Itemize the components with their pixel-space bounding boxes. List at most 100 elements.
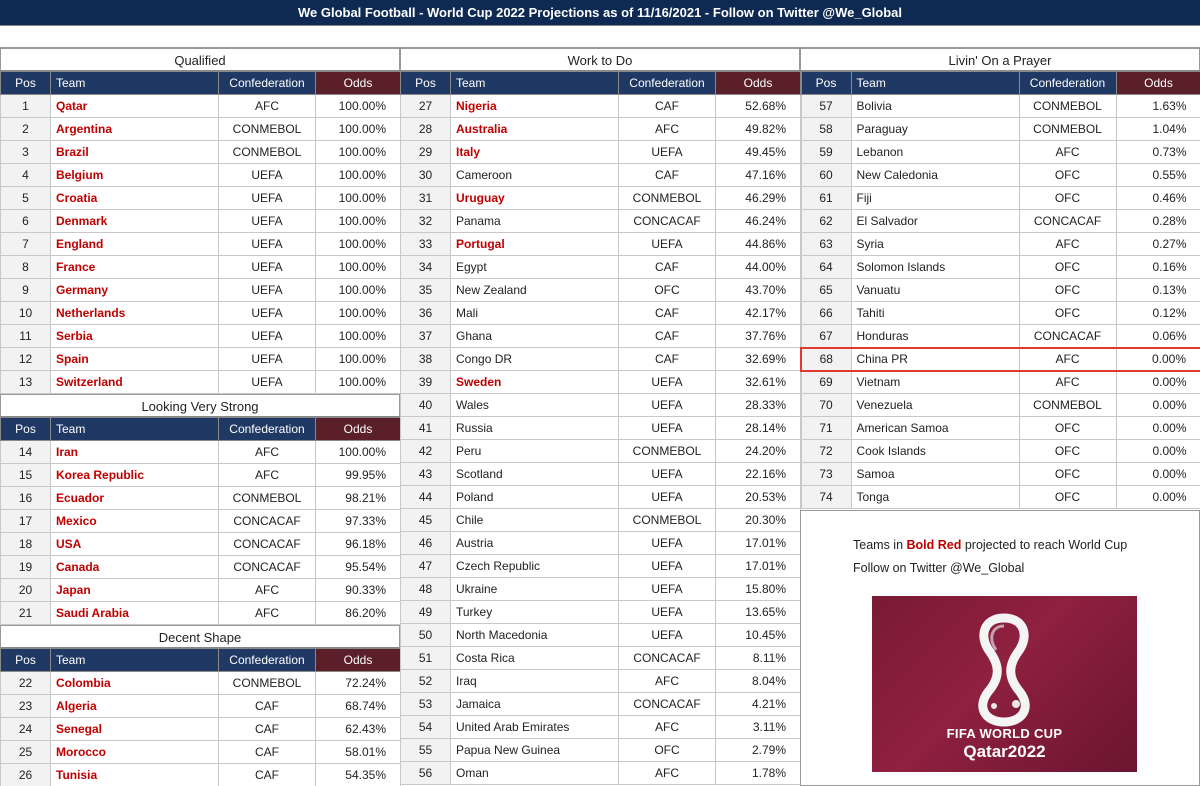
team-name-cell: Qatar <box>50 94 219 118</box>
legend-note-red: Bold Red <box>906 538 962 552</box>
confederation-cell: UEFA <box>618 577 716 601</box>
table-row: 34 Egypt CAF 44.00% <box>400 255 801 279</box>
confederation-cell: UEFA <box>618 462 716 486</box>
position-cell: 50 <box>400 623 451 647</box>
team-name-cell: El Salvador <box>850 209 1020 233</box>
section-title: Decent Shape <box>0 625 400 648</box>
table-row: 48 Ukraine UEFA 15.80% <box>400 577 801 601</box>
team-name-cell: Croatia <box>50 186 219 210</box>
confederation-cell: CONCACAF <box>1018 209 1117 233</box>
confederation-cell: UEFA <box>218 301 316 325</box>
confederation-cell: UEFA <box>618 554 716 578</box>
odds-cell: 13.65% <box>715 600 801 624</box>
odds-cell: 28.33% <box>715 393 801 417</box>
table-row: 31 Uruguay CONMEBOL 46.29% <box>400 186 801 210</box>
odds-cell: 0.46% <box>1115 186 1200 210</box>
team-name-cell: Tonga <box>850 485 1020 509</box>
header-pos: Pos <box>0 417 51 441</box>
column-right: Livin' On a Prayer Pos Team Confederation Od… <box>800 48 1200 509</box>
table-row: 73 Samoa OFC 0.00% <box>800 462 1200 486</box>
odds-cell: 46.29% <box>715 186 801 210</box>
odds-cell: 68.74% <box>315 694 401 718</box>
confederation-cell: CAF <box>218 694 316 718</box>
table-row: 19 Canada CONCACAF 95.54% <box>0 555 401 579</box>
table-row: 35 New Zealand OFC 43.70% <box>400 278 801 302</box>
table-row: 63 Syria AFC 0.27% <box>800 232 1200 256</box>
table-row: 24 Senegal CAF 62.43% <box>0 717 401 741</box>
header-odds: Odds <box>315 648 401 672</box>
team-name-cell: New Zealand <box>450 278 619 302</box>
confederation-cell: CONMEBOL <box>218 486 316 510</box>
position-cell: 2 <box>0 117 51 141</box>
standings-table: Pos Team Confederation Odds 57 Bolivia CONMEBO… <box>800 71 1200 509</box>
team-name-cell: Austria <box>450 531 619 555</box>
team-name-cell: Cameroon <box>450 163 619 187</box>
table-row: 36 Mali CAF 42.17% <box>400 301 801 325</box>
header-team: Team <box>850 71 1020 95</box>
table-row: 27 Nigeria CAF 52.68% <box>400 94 801 118</box>
odds-cell: 97.33% <box>315 509 401 533</box>
confederation-cell: AFC <box>618 715 716 739</box>
odds-cell: 49.82% <box>715 117 801 141</box>
header-odds: Odds <box>315 417 401 441</box>
section-title: Livin' On a Prayer <box>800 48 1200 71</box>
position-cell: 33 <box>400 232 451 256</box>
odds-cell: 100.00% <box>315 163 401 187</box>
table-row: 28 Australia AFC 49.82% <box>400 117 801 141</box>
position-cell: 55 <box>400 738 451 762</box>
team-name-cell: Japan <box>50 578 219 602</box>
confederation-cell: UEFA <box>218 163 316 187</box>
odds-cell: 37.76% <box>715 324 801 348</box>
position-cell: 72 <box>800 439 852 463</box>
position-cell: 57 <box>800 94 852 118</box>
confederation-cell: UEFA <box>618 416 716 440</box>
team-name-cell: Italy <box>450 140 619 164</box>
position-cell: 24 <box>0 717 51 741</box>
section-livin-on-a-prayer: Livin' On a Prayer Pos Team Confederation Od… <box>800 48 1200 509</box>
table-row: 53 Jamaica CONCACAF 4.21% <box>400 692 801 716</box>
odds-cell: 0.55% <box>1115 163 1200 187</box>
confederation-cell: CONMEBOL <box>1018 117 1117 141</box>
position-cell: 12 <box>0 347 51 371</box>
position-cell: 56 <box>400 761 451 785</box>
team-name-cell: Cook Islands <box>850 439 1020 463</box>
position-cell: 44 <box>400 485 451 509</box>
confederation-cell: CAF <box>218 763 316 786</box>
team-name-cell: Ghana <box>450 324 619 348</box>
position-cell: 26 <box>0 763 51 786</box>
confederation-cell: AFC <box>218 440 316 464</box>
position-cell: 60 <box>800 163 852 187</box>
team-name-cell: England <box>50 232 219 256</box>
table-row: 8 France UEFA 100.00% <box>0 255 401 279</box>
column-middle: Work to Do Pos Team Confederation Odds 27 Nige… <box>400 48 801 785</box>
odds-cell: 0.16% <box>1115 255 1200 279</box>
confederation-cell: AFC <box>618 669 716 693</box>
position-cell: 59 <box>800 140 852 164</box>
table-header-row: Pos Team Confederation Odds <box>0 71 401 95</box>
odds-cell: 10.45% <box>715 623 801 647</box>
confederation-cell: AFC <box>218 601 316 625</box>
team-name-cell: Australia <box>450 117 619 141</box>
position-cell: 65 <box>800 278 852 302</box>
team-name-cell: Nigeria <box>450 94 619 118</box>
banner-spacer <box>0 26 1200 48</box>
logo-title: FIFA WORLD CUP <box>946 726 1063 741</box>
position-cell: 53 <box>400 692 451 716</box>
team-name-cell: Costa Rica <box>450 646 619 670</box>
team-name-cell: North Macedonia <box>450 623 619 647</box>
position-cell: 34 <box>400 255 451 279</box>
team-name-cell: Vanuatu <box>850 278 1020 302</box>
odds-cell: 52.68% <box>715 94 801 118</box>
team-name-cell: Honduras <box>850 324 1020 348</box>
confederation-cell: CAF <box>618 324 716 348</box>
position-cell: 66 <box>800 301 852 325</box>
position-cell: 16 <box>0 486 51 510</box>
position-cell: 63 <box>800 232 852 256</box>
position-cell: 14 <box>0 440 51 464</box>
confederation-cell: OFC <box>1018 278 1117 302</box>
confederation-cell: CONCACAF <box>618 692 716 716</box>
position-cell: 10 <box>0 301 51 325</box>
team-name-cell: Oman <box>450 761 619 785</box>
team-name-cell: Samoa <box>850 462 1020 486</box>
odds-cell: 44.00% <box>715 255 801 279</box>
